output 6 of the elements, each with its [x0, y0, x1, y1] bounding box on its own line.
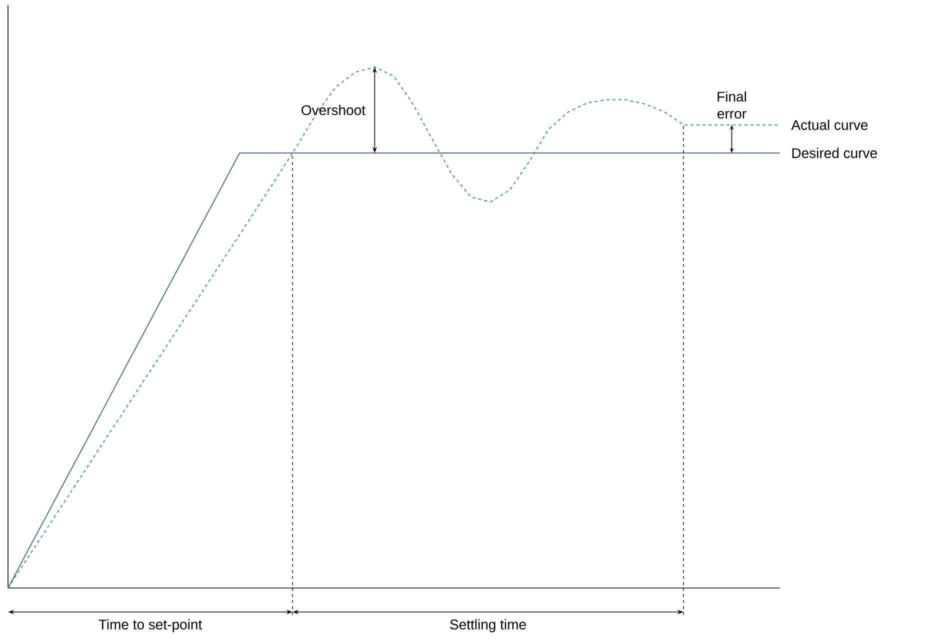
series-label: Actual curve: [791, 120, 868, 130]
series-label: Desired curve: [792, 148, 877, 158]
annotation: Overshoot: [302, 104, 366, 116]
annotation: Final error: [718, 91, 746, 119]
text: Time to set-point: [98, 619, 202, 632]
text: Settling time: [450, 619, 526, 632]
